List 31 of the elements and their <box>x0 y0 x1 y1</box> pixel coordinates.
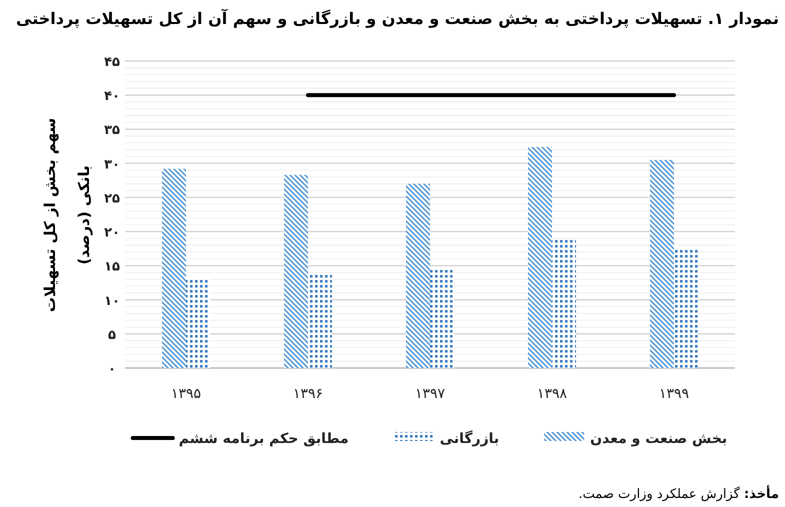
y-tick-label: ۱۰ <box>104 294 120 309</box>
bar <box>308 274 332 368</box>
bar <box>430 269 454 368</box>
x-tick-label: ۱۳۹۹ <box>658 386 690 402</box>
y-tick-label: ۲۰ <box>104 226 120 241</box>
y-tick-label: ۱۵ <box>104 260 120 275</box>
chart-title: نمودار ۱. تسهیلات پرداختی به بخش صنعت و معدن و بازرگانی و سهم آن از کل تسهیلات پرداختی <box>16 8 779 28</box>
x-tick-label: ۱۳۹۵ <box>170 386 202 402</box>
bar <box>528 146 552 368</box>
y-tick-label: ۴۵ <box>104 55 120 70</box>
text: مأخذ: گزارش عملکرد وزارت صمت. <box>578 485 779 502</box>
bar <box>162 168 186 368</box>
bar <box>650 160 674 368</box>
y-tick-label: ۵ <box>108 328 116 343</box>
legend-label: مطابق حکم برنامه ششم <box>178 431 349 447</box>
bar <box>406 184 430 368</box>
y-tick-label: ۴۰ <box>104 89 120 104</box>
y-tick-label: ۲۵ <box>104 191 120 206</box>
legend-label: بخش صنعت و معدن <box>590 431 728 447</box>
y-tick-label: ۳۵ <box>104 123 120 138</box>
bar <box>674 250 698 368</box>
bar <box>552 239 576 368</box>
bar <box>186 278 210 368</box>
y-axis-title: سهم بخش از کل تسهیلات بانکی (درصد) <box>41 118 93 312</box>
y-tick-label: ۰ <box>108 362 116 377</box>
x-tick-label: ۱۳۹۶ <box>292 386 324 402</box>
y-tick-label: ۳۰ <box>104 157 120 172</box>
x-tick-label: ۱۳۹۷ <box>414 386 446 402</box>
legend-label: بازرگانی <box>440 430 500 447</box>
bar <box>284 174 308 368</box>
x-tick-label: ۱۳۹۸ <box>536 386 568 402</box>
